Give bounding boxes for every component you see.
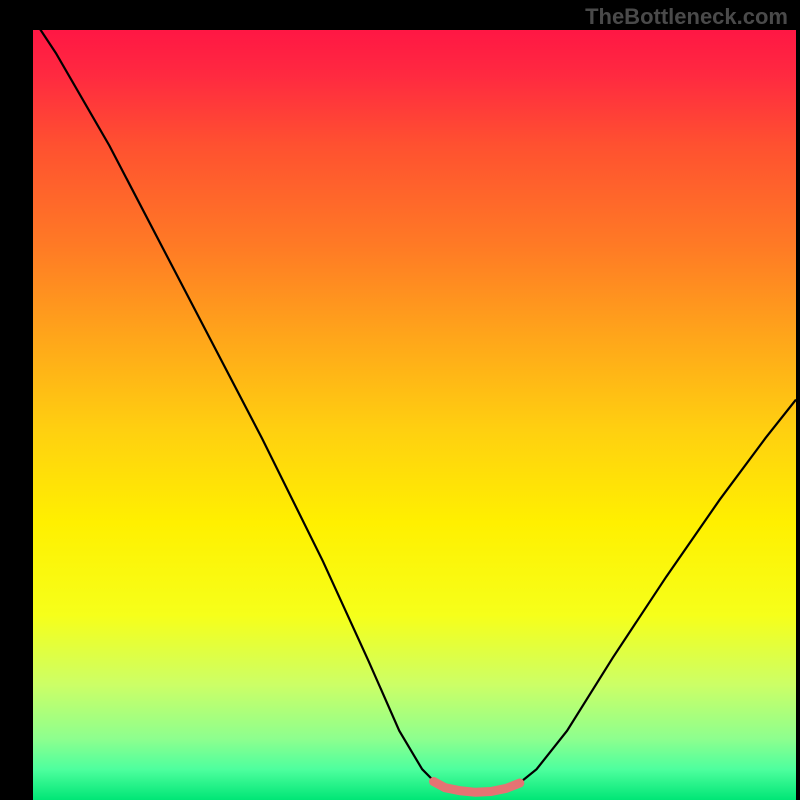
- plot-area: [33, 30, 796, 800]
- main-curve: [33, 30, 796, 792]
- curve-svg: [33, 30, 796, 800]
- bottom-marker: [434, 782, 520, 793]
- chart-container: { "attribution": { "text": "TheBottlenec…: [0, 0, 800, 800]
- attribution-text: TheBottleneck.com: [585, 4, 788, 30]
